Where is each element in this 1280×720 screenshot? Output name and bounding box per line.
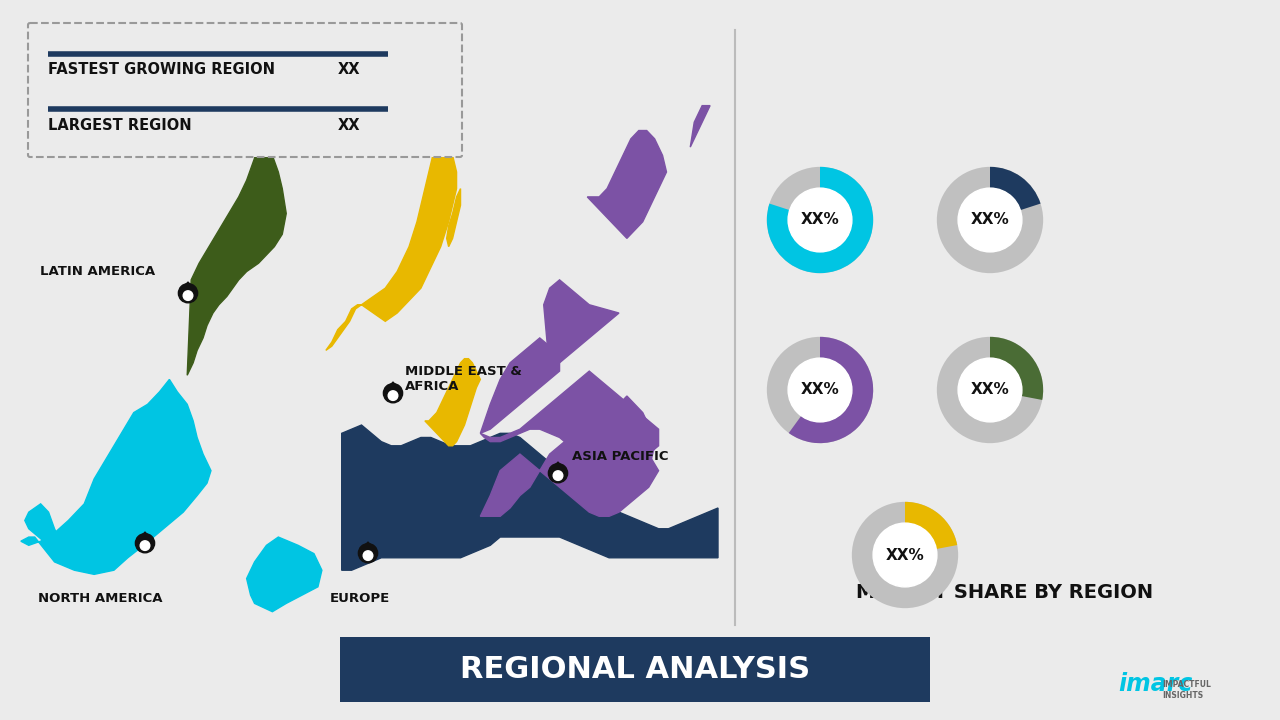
- Text: XX%: XX%: [800, 212, 840, 228]
- Text: XX%: XX%: [970, 212, 1010, 228]
- Polygon shape: [447, 189, 461, 247]
- Circle shape: [178, 284, 197, 303]
- Text: XX%: XX%: [886, 547, 924, 562]
- Polygon shape: [178, 282, 197, 293]
- Wedge shape: [989, 337, 1043, 400]
- Text: NORTH AMERICA: NORTH AMERICA: [38, 592, 163, 605]
- Polygon shape: [480, 371, 659, 479]
- Text: XX%: XX%: [970, 382, 1010, 397]
- Polygon shape: [480, 338, 559, 433]
- Circle shape: [136, 534, 155, 553]
- Circle shape: [959, 358, 1021, 422]
- Circle shape: [873, 523, 937, 587]
- Circle shape: [548, 464, 567, 483]
- Polygon shape: [548, 462, 567, 473]
- Polygon shape: [326, 139, 457, 351]
- Polygon shape: [187, 64, 287, 375]
- Circle shape: [384, 384, 403, 402]
- Text: IMPACTFUL
INSIGHTS: IMPACTFUL INSIGHTS: [1162, 680, 1211, 700]
- Text: imarc: imarc: [1117, 672, 1193, 696]
- FancyBboxPatch shape: [340, 637, 931, 702]
- Text: EUROPE: EUROPE: [330, 592, 390, 605]
- Polygon shape: [588, 130, 667, 238]
- Text: XX: XX: [338, 63, 361, 78]
- Wedge shape: [937, 167, 1043, 273]
- Text: MARKET SHARE BY REGION: MARKET SHARE BY REGION: [856, 582, 1153, 601]
- Polygon shape: [544, 280, 620, 371]
- Circle shape: [388, 391, 398, 400]
- Circle shape: [788, 358, 852, 422]
- Wedge shape: [788, 337, 873, 444]
- Text: MIDDLE EAST &
AFRICA: MIDDLE EAST & AFRICA: [404, 365, 522, 393]
- Polygon shape: [24, 504, 59, 545]
- Circle shape: [358, 544, 378, 563]
- Text: REGIONAL ANALYSIS: REGIONAL ANALYSIS: [460, 655, 810, 684]
- Circle shape: [183, 291, 193, 300]
- Polygon shape: [690, 106, 710, 147]
- Circle shape: [959, 188, 1021, 252]
- Wedge shape: [767, 337, 873, 444]
- Polygon shape: [342, 425, 718, 570]
- Wedge shape: [767, 167, 873, 273]
- Text: XX: XX: [338, 117, 361, 132]
- Polygon shape: [480, 396, 659, 516]
- Wedge shape: [937, 337, 1043, 444]
- Polygon shape: [384, 382, 403, 393]
- Circle shape: [788, 188, 852, 252]
- Polygon shape: [136, 532, 155, 543]
- Polygon shape: [247, 537, 321, 612]
- Polygon shape: [358, 542, 378, 553]
- Circle shape: [364, 551, 372, 560]
- FancyBboxPatch shape: [28, 23, 462, 157]
- Circle shape: [141, 541, 150, 550]
- Text: FASTEST GROWING REGION: FASTEST GROWING REGION: [49, 63, 275, 78]
- Polygon shape: [342, 433, 421, 549]
- Text: LARGEST REGION: LARGEST REGION: [49, 117, 192, 132]
- Polygon shape: [614, 396, 654, 471]
- Wedge shape: [851, 502, 959, 608]
- Polygon shape: [425, 359, 480, 446]
- Circle shape: [553, 471, 563, 480]
- Text: LATIN AMERICA: LATIN AMERICA: [40, 265, 155, 278]
- Polygon shape: [20, 379, 211, 575]
- Wedge shape: [989, 167, 1041, 210]
- Text: ASIA PACIFIC: ASIA PACIFIC: [572, 450, 668, 463]
- Text: XX%: XX%: [800, 382, 840, 397]
- Wedge shape: [767, 167, 873, 273]
- Wedge shape: [905, 502, 957, 549]
